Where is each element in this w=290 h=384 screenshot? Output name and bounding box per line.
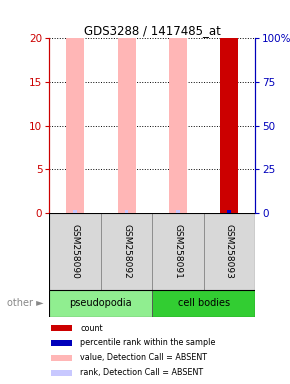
Bar [152, 290, 255, 317]
Text: GSM258092: GSM258092 [122, 224, 131, 279]
Bar [169, 38, 187, 213]
Bar [152, 213, 204, 290]
Text: GSM258091: GSM258091 [173, 224, 182, 279]
Title: GDS3288 / 1417485_at: GDS3288 / 1417485_at [84, 24, 221, 37]
Bar [49, 290, 152, 317]
Bar [51, 325, 72, 331]
Bar [227, 210, 231, 213]
Bar [176, 210, 180, 213]
Text: GSM258090: GSM258090 [70, 224, 79, 279]
Bar [73, 210, 77, 213]
Bar [204, 213, 255, 290]
Text: cell bodies: cell bodies [178, 298, 230, 308]
Bar [66, 38, 84, 213]
Text: GSM258093: GSM258093 [225, 224, 234, 279]
Text: other ►: other ► [7, 298, 44, 308]
Bar [124, 210, 128, 213]
Bar [51, 340, 72, 346]
Text: pseudopodia: pseudopodia [70, 298, 132, 308]
Bar [49, 213, 101, 290]
Bar [220, 38, 238, 213]
Bar [117, 38, 135, 213]
Text: count: count [80, 324, 103, 333]
Bar [101, 213, 152, 290]
Text: percentile rank within the sample: percentile rank within the sample [80, 338, 215, 348]
Bar [51, 355, 72, 361]
Bar [51, 370, 72, 376]
Text: rank, Detection Call = ABSENT: rank, Detection Call = ABSENT [80, 368, 203, 377]
Text: value, Detection Call = ABSENT: value, Detection Call = ABSENT [80, 353, 207, 362]
